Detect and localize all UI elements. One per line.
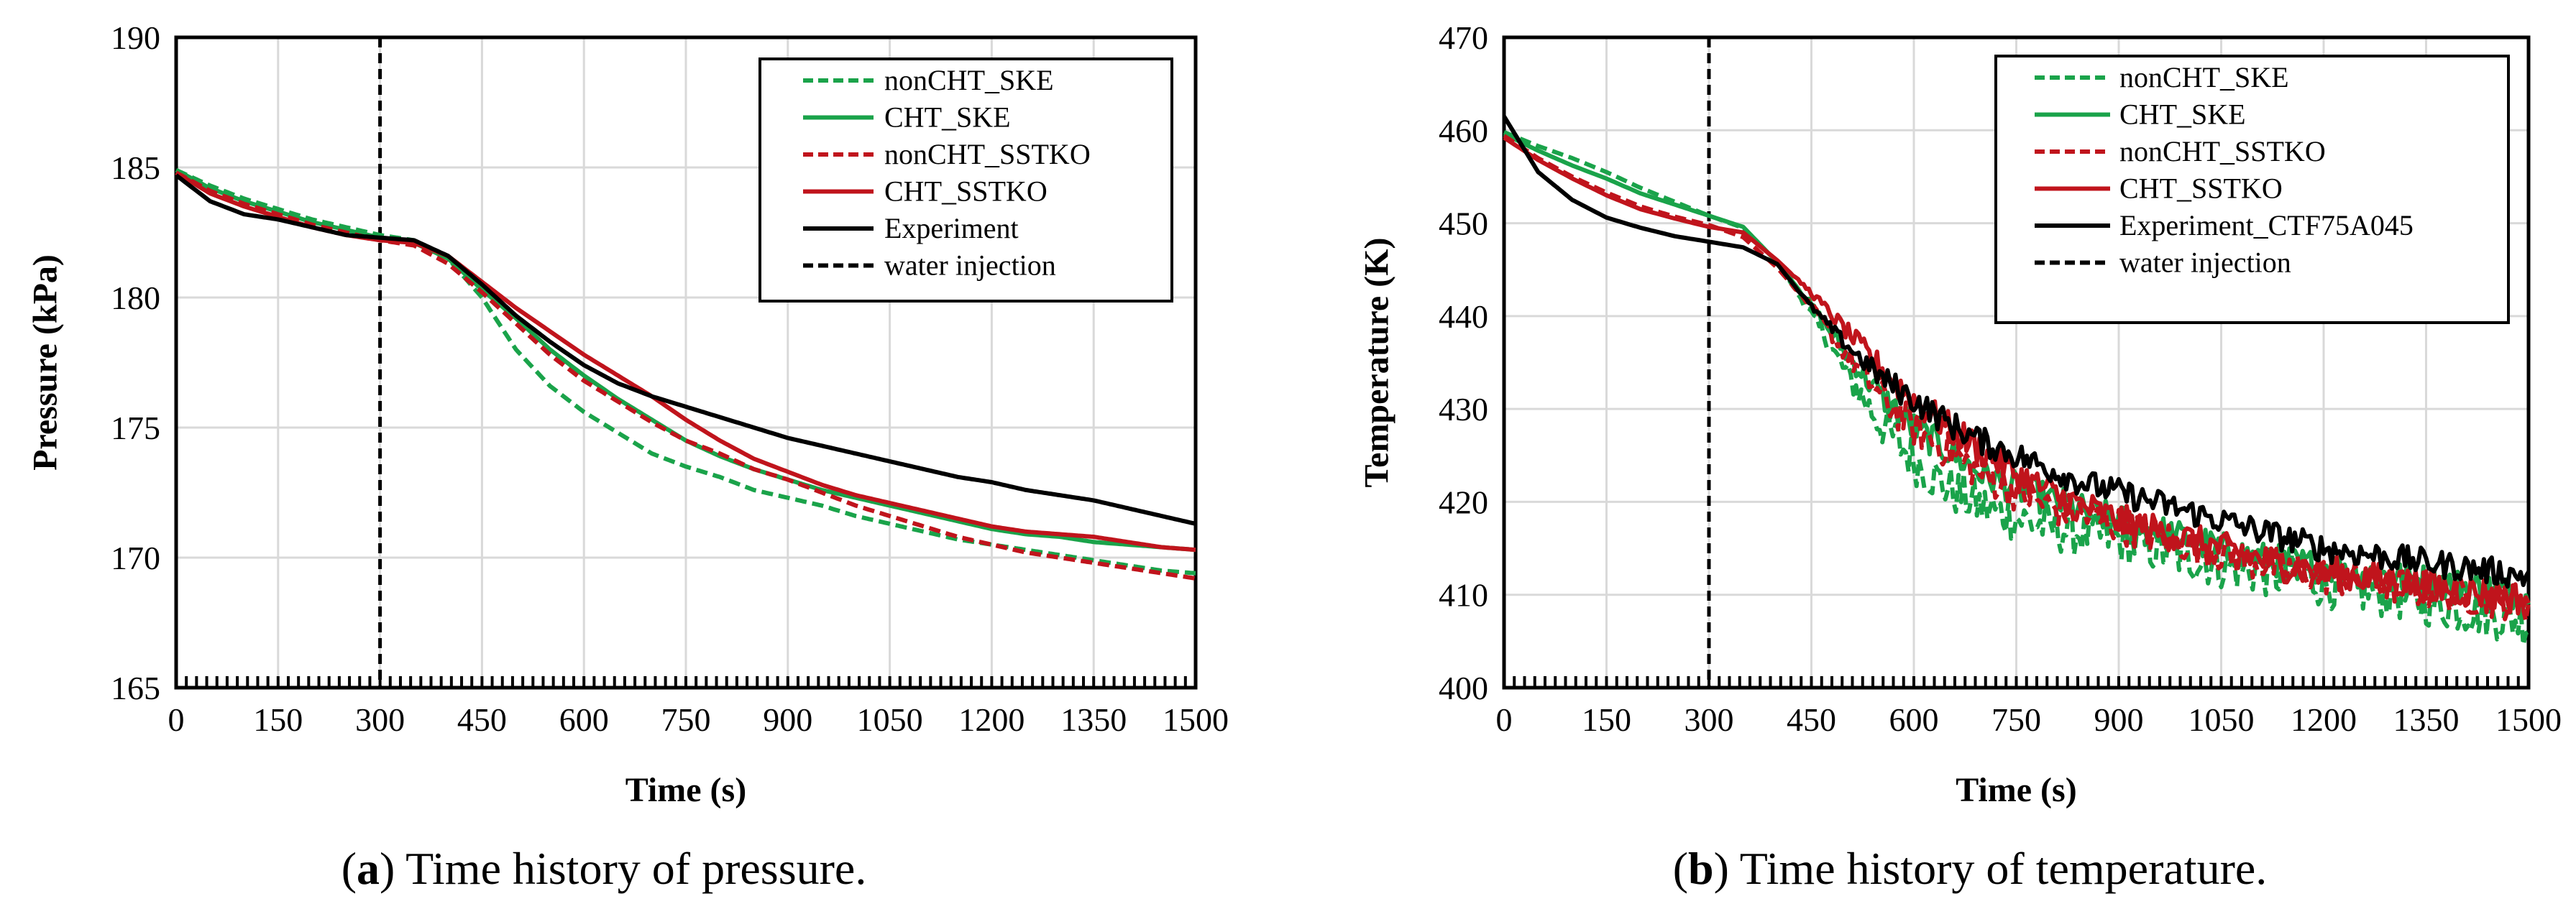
temperature-axes-box: [1502, 35, 2531, 690]
pressure-x-axis-title: Time (s): [625, 771, 746, 809]
temperature-y-tick-label: 400: [1439, 670, 1488, 706]
pressure-series-noncht-ske: [175, 167, 1196, 576]
pressure-caption-text: Time history of pressure.: [395, 843, 866, 894]
temperature-legend-label: CHT_SKE: [2119, 98, 2246, 131]
temperature-x-axis-title: Time (s): [1956, 771, 2076, 809]
temperature-x-tick-label: 600: [1889, 701, 1939, 738]
pressure-y-tick-label: 185: [111, 149, 160, 186]
pressure-legend-label: nonCHT_SSTKO: [884, 138, 1091, 170]
temperature-y-ticks: 400 410 420 430 440 450 460 470: [1439, 19, 1488, 706]
pressure-legend: nonCHT_SKE CHT_SKE nonCHT_SSTKO CHT_SSTKO Ex…: [758, 57, 1173, 303]
temperature-y-tick-label: 410: [1439, 577, 1488, 614]
temperature-caption: (b) Time history of temperature.: [1673, 843, 2268, 894]
temperature-legend-label: nonCHT_SKE: [2119, 61, 2289, 93]
pressure-legend-label: CHT_SSTKO: [884, 175, 1048, 208]
temperature-x-tick-label: 0: [1496, 701, 1513, 738]
pressure-series-experiment: [175, 173, 1196, 526]
temperature-series-experiment-ctf75a045: [1502, 115, 2531, 589]
temperature-caption-letter: b: [1688, 843, 1714, 894]
pressure-y-ticks: 165 170 175 180 185 190: [111, 19, 160, 706]
temperature-x-tick-label: 750: [1991, 701, 2041, 738]
temperature-legend: nonCHT_SKE CHT_SKE nonCHT_SSTKO CHT_SSTKO Ex…: [1994, 55, 2510, 324]
temperature-y-tick-label: 430: [1439, 391, 1488, 428]
pressure-x-tick-label: 1200: [958, 701, 1025, 738]
temperature-legend-label: Experiment_CTF75A045: [2119, 209, 2414, 241]
temperature-series: [1502, 115, 2531, 647]
pressure-x-tick-label: 450: [457, 701, 507, 738]
temperature-y-tick-label: 470: [1439, 19, 1488, 56]
temperature-legend-label: nonCHT_SSTKO: [2119, 135, 2326, 167]
pressure-caption-letter: a: [357, 843, 380, 894]
temperature-y-tick-label: 420: [1439, 484, 1488, 520]
pressure-x-tick-label: 300: [355, 701, 405, 738]
pressure-legend-label: water injection: [884, 249, 1056, 282]
pressure-x-tick-label: 0: [168, 701, 185, 738]
temperature-y-axis-title: Temperature (K): [1358, 238, 1396, 488]
pressure-x-tick-label: 150: [253, 701, 303, 738]
temperature-legend-label: CHT_SSTKO: [2119, 172, 2283, 205]
pressure-y-tick-label: 190: [111, 19, 160, 56]
pressure-axes-box: [174, 35, 1198, 690]
pressure-legend-label: nonCHT_SKE: [884, 64, 1054, 96]
temperature-x-tick-label: 1200: [2291, 701, 2357, 738]
pressure-legend-box: [758, 57, 1173, 303]
pressure-x-tick-label: 1350: [1060, 701, 1127, 738]
pressure-legend-label: Experiment: [884, 212, 1019, 244]
pressure-x-tick-label: 1500: [1163, 701, 1229, 738]
pressure-y-tick-label: 165: [111, 670, 160, 706]
temperature-legend-label: water injection: [2119, 246, 2291, 279]
pressure-x-tick-label: 900: [763, 701, 812, 738]
temperature-x-tick-label: 450: [1787, 701, 1836, 738]
temperature-caption-text: Time history of temperature.: [1729, 843, 2267, 894]
pressure-series-cht-ske: [175, 167, 1196, 553]
temperature-x-tick-label: 150: [1582, 701, 1631, 738]
temperature-x-ticks: 0 150 300 450 600 750 900 1050 1200 1350 1500: [1496, 701, 2562, 738]
pressure-caption: (a) Time history of pressure.: [342, 843, 867, 894]
pressure-y-axis-title: Pressure (kPa): [27, 254, 65, 471]
temperature-y-tick-label: 450: [1439, 206, 1488, 242]
pressure-plot-frame: [174, 35, 1198, 690]
pressure-x-tick-label: 600: [559, 701, 609, 738]
temperature-chart: 0 150 300 450 600 750 900 1050 1200 1350 1500 4004…: [1358, 19, 2562, 894]
pressure-legend-label: CHT_SKE: [884, 101, 1011, 134]
temperature-y-tick-label: 440: [1439, 298, 1488, 335]
pressure-series: [175, 167, 1196, 581]
temperature-series-cht-sstko: [1503, 136, 2531, 616]
temperature-x-tick-label: 1500: [2495, 701, 2562, 738]
pressure-chart: 0 150 300 450 600 750 900 1050 1200 1350 1500 1651…: [27, 19, 1229, 894]
temperature-plot-frame: [1502, 35, 2531, 690]
pressure-y-tick-label: 180: [111, 280, 160, 316]
temperature-x-tick-label: 1350: [2393, 701, 2460, 738]
pressure-x-ticks: 0 150 300 450 600 750 900 1050 1200 1350 1500: [168, 701, 1229, 738]
pressure-series-noncht-sstko: [175, 170, 1196, 581]
temperature-y-tick-label: 460: [1439, 112, 1488, 149]
pressure-y-tick-label: 170: [111, 540, 160, 576]
temperature-x-tick-label: 1050: [2188, 701, 2255, 738]
pressure-x-tick-label: 1050: [857, 701, 923, 738]
pressure-y-tick-label: 175: [111, 410, 160, 446]
pressure-x-tick-label: 750: [661, 701, 711, 738]
temperature-x-tick-label: 900: [2094, 701, 2144, 738]
temperature-x-tick-label: 300: [1685, 701, 1734, 738]
